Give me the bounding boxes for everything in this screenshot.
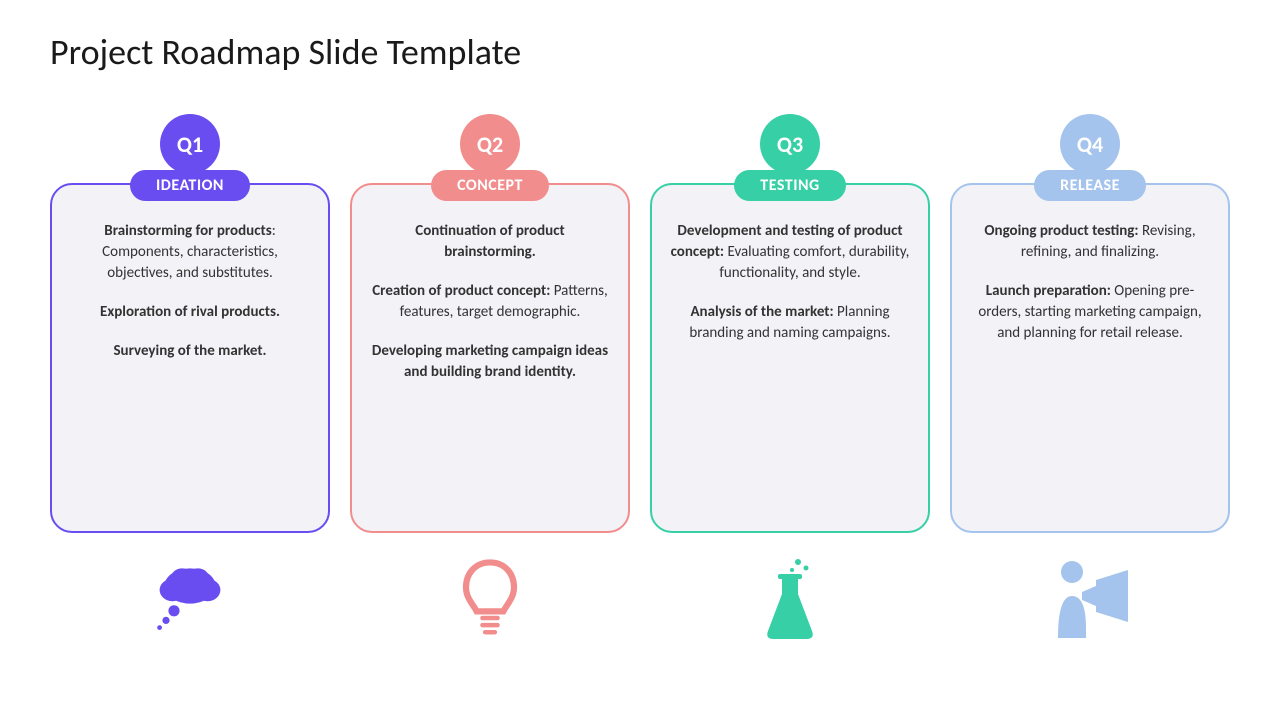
card-block: Surveying of the market.	[70, 341, 310, 362]
card-block-bold: Launch preparation:	[986, 282, 1111, 300]
card-block: Ongoing product testing: Revising, refin…	[970, 221, 1210, 263]
card-block-rest: Evaluating comfort, durability, function…	[719, 243, 909, 282]
card-block-bold: Creation of product concept:	[372, 282, 550, 300]
megaphone-person-icon	[1048, 553, 1133, 643]
card-block-bold: Exploration of rival products.	[100, 303, 280, 321]
slide-title: Project Roadmap Slide Template	[50, 30, 1230, 74]
stage-card: Continuation of product brainstorming. Cr…	[350, 183, 630, 533]
card-block: Brainstorming for products: Components, …	[70, 221, 310, 284]
thought-cloud-icon	[150, 553, 230, 643]
card-block: Development and testing of product conce…	[670, 221, 910, 284]
card-block-bold: Analysis of the market:	[690, 303, 833, 321]
stage-pill: RELEASE	[1034, 170, 1146, 201]
roadmap-column-q4: Q4RELEASE Ongoing product testing: Revisi…	[950, 114, 1230, 643]
stage-card: Brainstorming for products: Components, …	[50, 183, 330, 533]
stage-card: Ongoing product testing: Revising, refin…	[950, 183, 1230, 533]
roadmap-column-q2: Q2CONCEPTContinuation of product brainst…	[350, 114, 630, 643]
quarter-badge: Q2	[460, 114, 520, 174]
card-block-bold: Ongoing product testing:	[984, 222, 1138, 240]
stage-pill: IDEATION	[130, 170, 250, 201]
quarter-badge: Q1	[160, 114, 220, 174]
flask-icon	[760, 553, 820, 643]
card-block: Exploration of rival products.	[70, 302, 310, 323]
card-block-bold: Brainstorming for products	[104, 222, 271, 240]
card-block-bold: Continuation of product brainstorming.	[415, 222, 564, 261]
stage-pill: TESTING	[734, 170, 845, 201]
quarter-badge: Q4	[1060, 114, 1120, 174]
card-block: Continuation of product brainstorming.	[370, 221, 610, 263]
card-block: Developing marketing campaign ideas and …	[370, 341, 610, 383]
card-block: Creation of product concept: Patterns, f…	[370, 281, 610, 323]
card-block-bold: Surveying of the market.	[113, 342, 266, 360]
card-block-bold: Developing marketing campaign ideas and …	[372, 342, 608, 381]
quarter-badge: Q3	[760, 114, 820, 174]
roadmap-columns: Q1IDEATION Brainstorming for products: Co…	[50, 114, 1230, 643]
lightbulb-icon	[455, 553, 525, 643]
roadmap-column-q1: Q1IDEATION Brainstorming for products: Co…	[50, 114, 330, 643]
card-block: Analysis of the market: Planning brandin…	[670, 302, 910, 344]
stage-card: Development and testing of product conce…	[650, 183, 930, 533]
card-block: Launch preparation: Opening pre-orders, …	[970, 281, 1210, 344]
stage-pill: CONCEPT	[431, 170, 549, 201]
roadmap-column-q3: Q3TESTING Development and testing of prod…	[650, 114, 930, 643]
